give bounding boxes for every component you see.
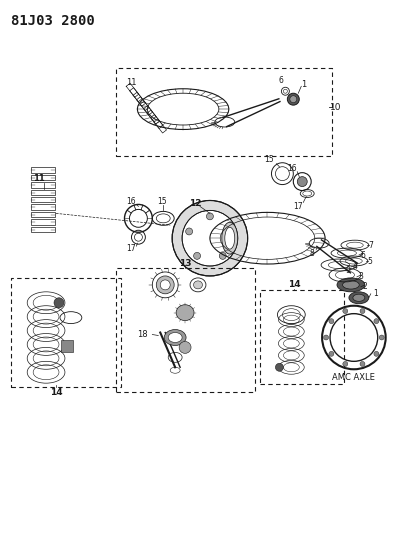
- Text: 12: 12: [189, 199, 201, 208]
- Circle shape: [186, 228, 193, 235]
- Text: 14: 14: [288, 280, 301, 289]
- Text: 1: 1: [373, 289, 377, 298]
- Bar: [31, 227, 55, 232]
- Text: 15: 15: [158, 197, 167, 206]
- Text: 11: 11: [33, 174, 45, 183]
- Ellipse shape: [160, 280, 170, 290]
- Circle shape: [287, 93, 299, 105]
- Bar: [31, 175, 55, 180]
- Circle shape: [179, 342, 191, 353]
- Text: 8: 8: [310, 248, 314, 257]
- Text: 18: 18: [137, 330, 148, 339]
- Circle shape: [360, 309, 365, 313]
- Text: 14: 14: [50, 387, 62, 397]
- Circle shape: [172, 200, 248, 276]
- Circle shape: [219, 253, 226, 260]
- Bar: [115, 268, 255, 392]
- Ellipse shape: [349, 292, 369, 304]
- Circle shape: [374, 351, 379, 357]
- Text: 7: 7: [369, 241, 374, 249]
- Bar: [115, 68, 332, 156]
- Ellipse shape: [168, 333, 182, 343]
- Circle shape: [379, 335, 384, 340]
- Bar: [31, 220, 55, 225]
- Bar: [31, 197, 55, 203]
- Ellipse shape: [222, 222, 238, 254]
- Ellipse shape: [337, 278, 365, 292]
- Bar: [31, 190, 55, 195]
- Circle shape: [297, 176, 307, 187]
- Circle shape: [193, 253, 201, 260]
- Circle shape: [54, 298, 64, 308]
- Circle shape: [206, 213, 214, 220]
- Bar: [11, 278, 121, 387]
- Text: 6: 6: [279, 76, 284, 85]
- Text: 13: 13: [179, 259, 191, 268]
- Text: 11: 11: [126, 78, 137, 87]
- Circle shape: [360, 361, 365, 366]
- Text: 5: 5: [368, 256, 373, 265]
- Ellipse shape: [225, 227, 235, 249]
- Text: 1: 1: [301, 80, 306, 89]
- Circle shape: [329, 319, 334, 324]
- Circle shape: [290, 96, 297, 103]
- Text: 16: 16: [126, 197, 136, 206]
- Text: 2: 2: [363, 282, 368, 292]
- Bar: [260, 290, 344, 384]
- Bar: [31, 167, 55, 173]
- Circle shape: [343, 309, 348, 313]
- Ellipse shape: [342, 281, 359, 289]
- Bar: [31, 182, 55, 188]
- Circle shape: [343, 361, 348, 366]
- Ellipse shape: [193, 281, 203, 289]
- Text: 9: 9: [346, 266, 350, 276]
- Bar: [61, 341, 73, 352]
- Circle shape: [227, 228, 234, 235]
- Circle shape: [182, 211, 238, 266]
- Ellipse shape: [353, 294, 365, 301]
- Text: 16: 16: [288, 164, 297, 173]
- Text: 10: 10: [330, 103, 342, 111]
- Bar: [31, 205, 55, 210]
- Circle shape: [275, 364, 283, 372]
- Text: 17: 17: [126, 244, 136, 253]
- Ellipse shape: [156, 276, 174, 294]
- Text: 6: 6: [361, 251, 366, 260]
- Text: 15: 15: [265, 155, 274, 164]
- Text: 81J03 2800: 81J03 2800: [11, 14, 95, 28]
- Text: 4: 4: [353, 262, 358, 271]
- Text: 3: 3: [359, 272, 364, 281]
- Ellipse shape: [176, 305, 194, 321]
- Text: AMC AXLE: AMC AXLE: [333, 373, 375, 382]
- Circle shape: [329, 351, 334, 357]
- Bar: [31, 212, 55, 217]
- Text: 17: 17: [294, 202, 303, 211]
- Circle shape: [323, 335, 329, 340]
- Ellipse shape: [164, 329, 186, 345]
- Circle shape: [374, 319, 379, 324]
